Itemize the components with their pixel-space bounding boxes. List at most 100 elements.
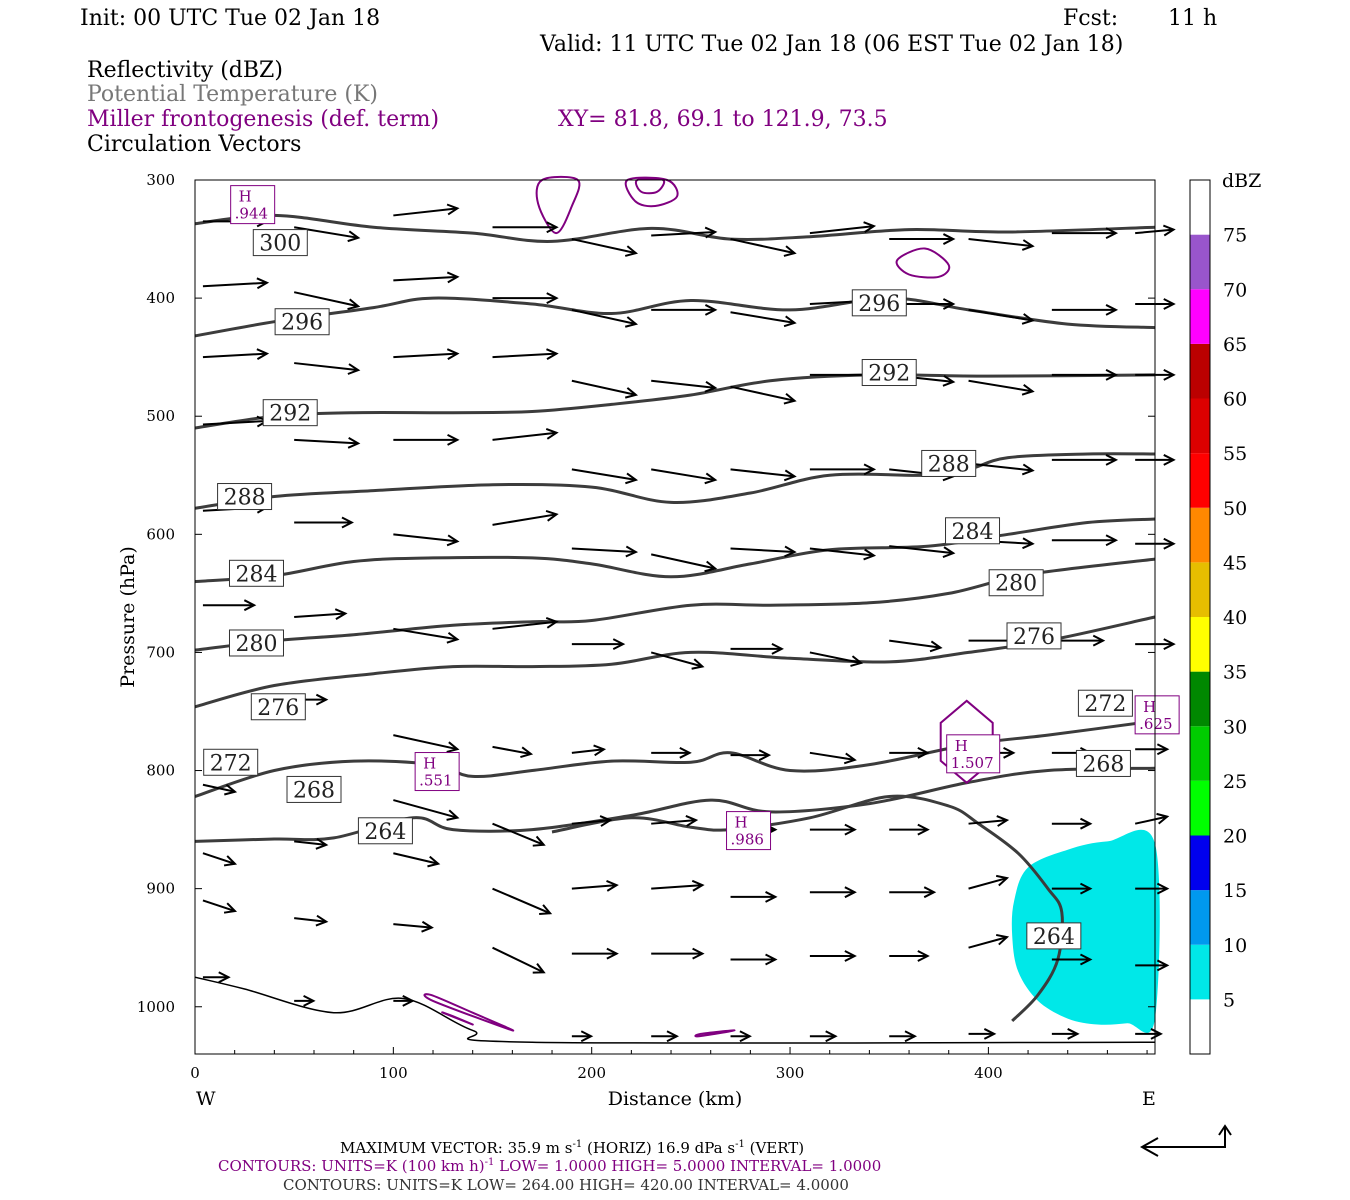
theta-label: 288 [224,486,266,511]
colorbar-segment [1190,289,1210,344]
vector-arrow [202,277,270,290]
vector-arrow [571,379,639,399]
theta-label-box [252,229,308,257]
vector-arrow [1135,537,1176,550]
theta-label-box [861,359,917,387]
field-reflectivity: Reflectivity (dBZ) [87,58,283,83]
frontogenesis-high-box [946,734,1001,774]
vector-arrow [492,822,546,847]
colorbar-level-label: 55 [1223,443,1247,465]
vector-arrow [571,238,639,257]
vector-arrow [1051,368,1119,381]
vector-arrow [393,734,460,753]
colorbar-segment [1190,453,1210,508]
vector-arrow [968,1028,997,1040]
theta-label: 288 [928,452,970,477]
vector-arrow [889,545,956,559]
theta-label: 292 [868,362,910,387]
colorbar-segment [1190,944,1210,1000]
theta-label: 284 [235,562,277,587]
theta-label-box [274,308,330,336]
vector-arrow [1135,743,1170,756]
vector-arrow [294,436,361,449]
y-tick-label: 900 [146,880,175,898]
field-frontogenesis: Miller frontogenesis (def. term) [87,107,439,132]
vector-arrow [571,744,607,757]
theta-label-box [203,748,259,776]
reflectivity-layer [1011,829,1160,1033]
frontogenesis-contour-2 [634,177,666,195]
colorbar-level-label: 50 [1223,498,1247,520]
contour-labels: 300 296 296 292 292 288 288 284 284 280 280 276 276 2… [203,185,1180,950]
theta-label-box [1006,622,1062,650]
vector-arrow [650,651,705,670]
theta-label: 296 [858,292,900,317]
colorbar-level-label: 15 [1223,880,1247,902]
vector-arrow [809,651,864,667]
colorbar-segment [1190,999,1210,1054]
y-tick-label: 300 [146,171,175,189]
frontogenesis-high-value: 1.507 [951,754,994,772]
x-tick-label: 100 [379,1064,408,1082]
vector-arrow [492,348,559,361]
vector-arrow [202,783,238,796]
circulation-vectors [202,203,1176,1043]
y-tick-label: 600 [146,525,175,543]
vector-arrow [571,545,639,558]
frontogenesis-contours [423,175,994,1038]
vector-arrow [809,1030,838,1043]
y-tick-label: 800 [146,762,175,780]
vector-arrow [968,308,1035,325]
vector-arrow [393,799,460,821]
west-label: W [196,1088,216,1110]
colorbar-level-label: 20 [1223,826,1247,848]
colorbar-level-label: 45 [1223,552,1247,574]
theta-label-box [1077,689,1133,717]
vector-arrow [889,639,943,653]
vector-arrow [393,920,434,933]
theta-label: 264 [1033,925,1075,950]
colorbar-level-label: 30 [1223,716,1247,738]
theta-label-box [851,289,907,317]
vector-arrow [202,971,231,984]
vector-arrow [809,463,877,476]
footer-theta-contours: CONTOURS: UNITS=K LOW= 264.00 HIGH= 420.… [283,1176,849,1194]
theta-label: 280 [995,572,1037,597]
vector-arrow [571,638,626,651]
vector-arrow [294,994,316,1007]
vector-arrow [651,1030,680,1043]
footer-frontogenesis-contours: CONTOURS: UNITS=K (100 km h)-1 LOW= 1.00… [218,1157,881,1175]
colorbar-level-label: 35 [1223,662,1247,684]
frontogenesis-high-value: .625 [1139,715,1172,733]
theta-label: 272 [210,751,252,776]
vector-arrow [1051,882,1093,895]
vector-arrow [730,311,797,328]
east-label: E [1142,1088,1156,1110]
vector-arrow [651,746,692,759]
colorbar-segment [1190,780,1210,836]
vector-arrow [492,887,553,916]
vector-arrow [889,1030,918,1043]
reference-vector-icon [1139,1124,1232,1157]
vector-arrow [1051,534,1119,547]
theta-label: 272 [1084,692,1126,717]
vector-arrow [730,749,772,762]
vector-arrow [651,304,718,316]
theta-label: 268 [293,778,335,803]
vector-arrow [730,385,797,405]
frontogenesis-high-value: .944 [235,205,268,223]
vector-arrow [492,427,559,441]
frontogenesis-high-label: H [239,188,252,206]
vector-arrow [294,838,329,850]
colorbar-segment [1190,507,1210,563]
colorbar-segment [1190,343,1210,399]
colorbar-segment [1190,398,1210,454]
colorbar-segment [1190,617,1210,672]
vector-arrow [889,233,956,245]
theta-contour-300-0 [194,213,1156,243]
theta-contour-288-3 [194,452,1156,510]
colorbar-frame [1189,179,1211,1055]
theta-contour-264-9 [551,794,1064,1022]
y-tick-label: 500 [146,407,175,425]
